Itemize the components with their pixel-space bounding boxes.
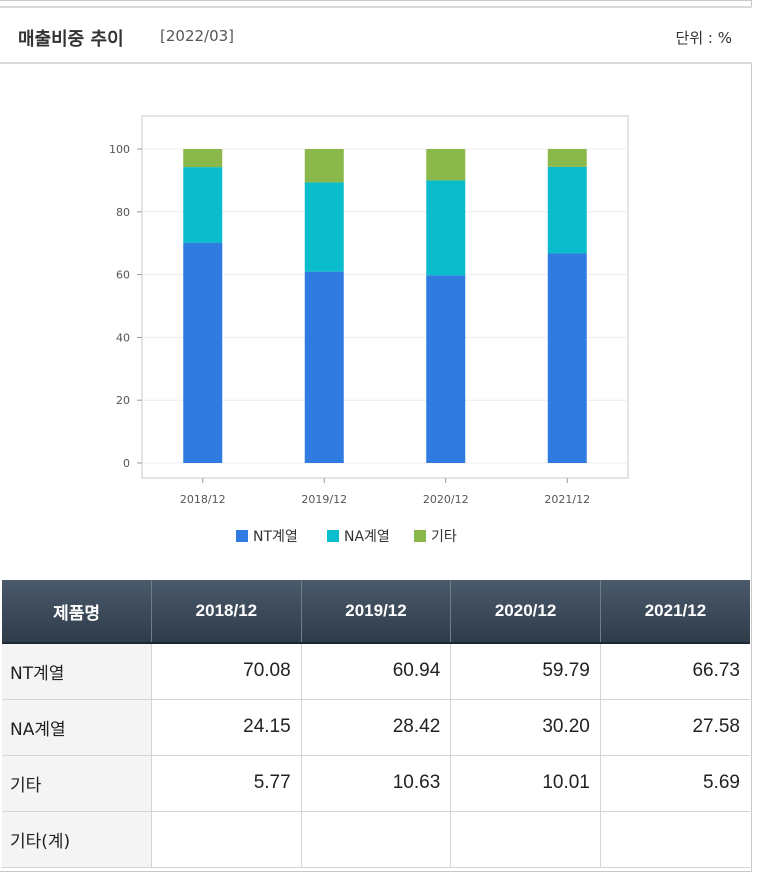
x-tick-label: 2018/12	[180, 493, 226, 506]
cell-value: 60.94	[301, 643, 452, 700]
bar-segment	[304, 182, 344, 272]
cell-value	[301, 811, 452, 868]
cell-value	[600, 811, 750, 868]
row-name: 기타	[2, 755, 153, 812]
bar-segment	[426, 149, 466, 181]
legend-label: NT계열	[253, 529, 298, 545]
header-product: 제품명	[2, 580, 153, 644]
data-table: 제품명 2018/12 2019/12 2020/12 2021/12 NT계열…	[2, 580, 750, 868]
cell-value: 10.01	[450, 755, 601, 812]
y-tick-label: 0	[123, 457, 130, 470]
legend-swatch	[414, 530, 426, 542]
chart-title: 매출비중 추이	[18, 29, 124, 50]
cell-value	[450, 811, 601, 868]
row-name: 기타(계)	[2, 811, 153, 868]
table-row: 기타(계)	[2, 811, 750, 868]
cell-value	[151, 811, 302, 868]
cell-value: 10.63	[301, 755, 452, 812]
bar-segment	[547, 166, 587, 254]
bar-segment	[183, 167, 223, 243]
table-header-row: 제품명 2018/12 2019/12 2020/12 2021/12	[2, 580, 750, 644]
cell-value: 30.20	[450, 699, 601, 756]
chart-area: 0 20 40 60 80 100 2018/12 2019/12 2020/12 2021/12…	[0, 64, 752, 576]
plot-area	[141, 115, 629, 479]
header-col-2021: 2021/12	[600, 580, 750, 644]
bar-segment	[183, 149, 223, 168]
bar-segment	[183, 242, 223, 463]
cell-value: 28.42	[301, 699, 452, 756]
cell-value: 5.77	[151, 755, 302, 812]
cell-value: 27.58	[600, 699, 750, 756]
bar-segment	[547, 253, 587, 463]
legend-swatch	[236, 530, 248, 542]
legend-label: 기타	[431, 529, 457, 545]
header-col-2018: 2018/12	[151, 580, 302, 644]
bar-segment	[304, 149, 344, 183]
bar-segment	[426, 275, 466, 463]
cell-value: 5.69	[600, 755, 750, 812]
bar-segment	[547, 149, 587, 167]
row-name: NA계열	[2, 699, 153, 756]
header-col-2020: 2020/12	[450, 580, 601, 644]
legend-swatch	[327, 530, 339, 542]
legend-label: NA계열	[344, 529, 390, 545]
header-col-2019: 2019/12	[301, 580, 452, 644]
cell-value: 24.15	[151, 699, 302, 756]
report-date: [2022/03]	[160, 27, 235, 45]
y-tick-label: 60	[116, 269, 130, 282]
bar-segment	[304, 271, 344, 463]
row-name: NT계열	[2, 643, 153, 700]
table-row: NA계열 24.15 28.42 30.20 27.58	[2, 699, 750, 756]
cell-value: 66.73	[600, 643, 750, 700]
x-tick-label: 2020/12	[423, 493, 469, 506]
y-tick-label: 40	[116, 331, 130, 344]
y-tick-label: 20	[116, 394, 130, 407]
stacked-bar-chart: 0 20 40 60 80 100 2018/12 2019/12 2020/12 2021/12…	[109, 115, 629, 545]
x-tick-label: 2019/12	[301, 493, 347, 506]
unit-label: 단위 : %	[675, 29, 732, 47]
y-tick-label: 80	[116, 206, 130, 219]
bar-segment	[426, 180, 466, 276]
cell-value: 70.08	[151, 643, 302, 700]
panel-header: 매출비중 추이 [2022/03] 단위 : %	[0, 6, 752, 64]
cell-value: 59.79	[450, 643, 601, 700]
y-tick-label: 100	[109, 143, 130, 156]
table-row: NT계열 70.08 60.94 59.79 66.73	[2, 643, 750, 700]
x-tick-label: 2021/12	[544, 493, 590, 506]
table-row: 기타 5.77 10.63 10.01 5.69	[2, 755, 750, 812]
